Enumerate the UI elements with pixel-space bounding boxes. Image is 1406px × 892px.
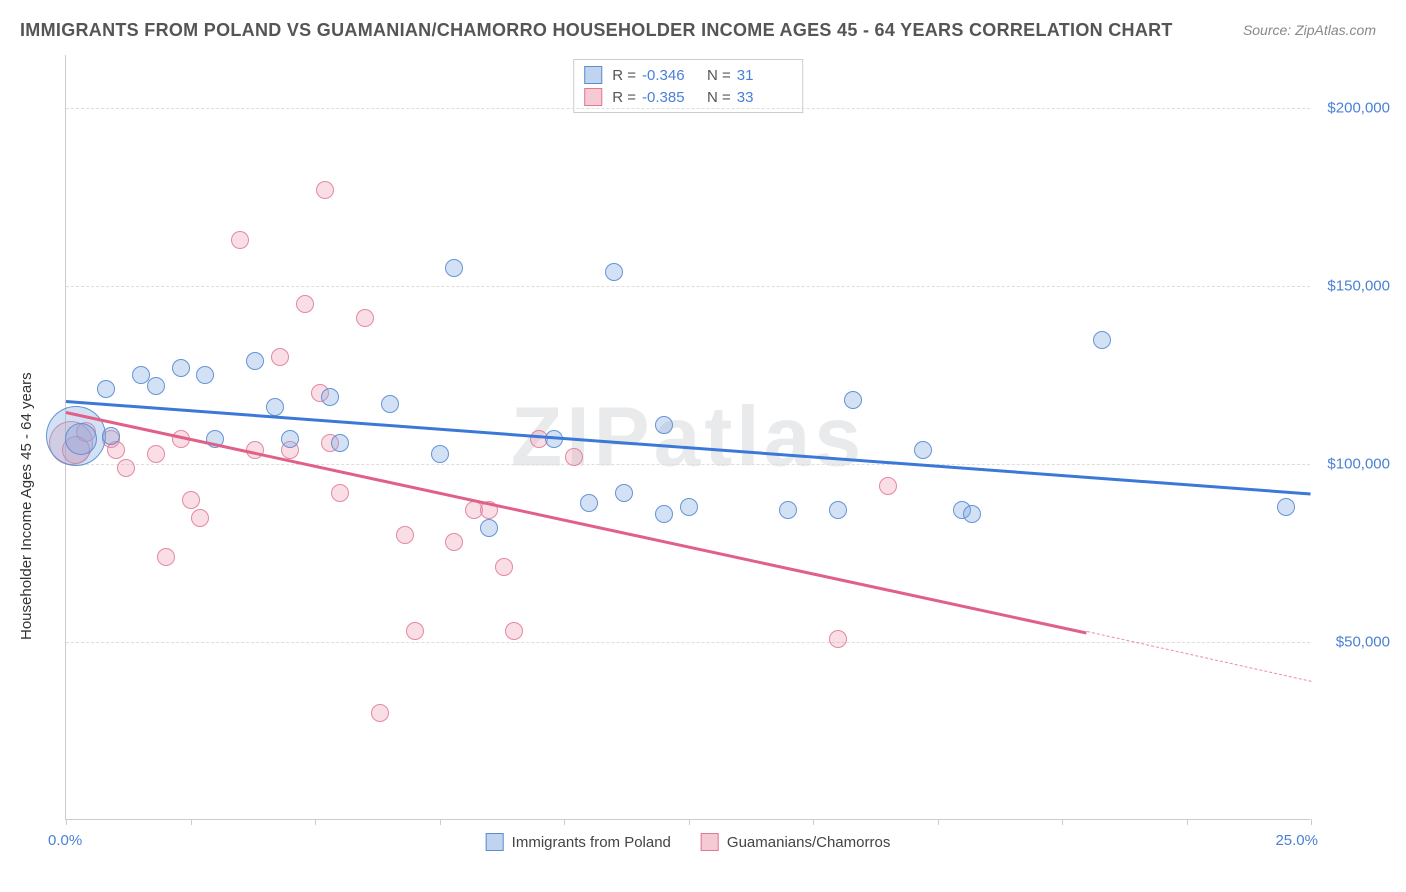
x-tick xyxy=(440,819,441,825)
data-point-pink xyxy=(296,295,314,313)
data-point-blue xyxy=(65,423,97,455)
y-axis-title: Householder Income Ages 45 - 64 years xyxy=(18,372,35,640)
data-point-blue xyxy=(655,416,673,434)
data-point-blue xyxy=(321,388,339,406)
x-tick xyxy=(1311,819,1312,825)
data-point-pink xyxy=(147,445,165,463)
r-label: R = xyxy=(612,89,636,106)
data-point-blue xyxy=(102,427,120,445)
data-point-blue xyxy=(266,398,284,416)
data-point-pink xyxy=(396,526,414,544)
y-tick-label: $200,000 xyxy=(1315,100,1390,117)
x-tick xyxy=(1187,819,1188,825)
y-tick-label: $150,000 xyxy=(1315,278,1390,295)
x-tick xyxy=(1062,819,1063,825)
data-point-pink xyxy=(271,348,289,366)
stats-legend-row: R = -0.385 N = 33 xyxy=(584,86,792,108)
data-point-blue xyxy=(844,391,862,409)
data-point-blue xyxy=(196,366,214,384)
gridline xyxy=(66,464,1310,465)
chart-title: IMMIGRANTS FROM POLAND VS GUAMANIAN/CHAM… xyxy=(20,20,1173,41)
data-point-pink xyxy=(231,231,249,249)
x-min-label: 0.0% xyxy=(48,832,82,849)
data-point-pink xyxy=(331,484,349,502)
gridline xyxy=(66,286,1310,287)
n-value: 31 xyxy=(737,67,792,84)
plot-area: ZIPatlas R =-0.346N =31R =-0.385N =33 Im… xyxy=(65,55,1310,820)
data-point-pink xyxy=(191,509,209,527)
y-tick-label: $50,000 xyxy=(1315,634,1390,651)
series-name: Immigrants from Poland xyxy=(512,834,671,851)
data-point-pink xyxy=(505,622,523,640)
data-point-pink xyxy=(565,448,583,466)
data-point-pink xyxy=(117,459,135,477)
r-value: -0.346 xyxy=(642,67,697,84)
x-tick xyxy=(315,819,316,825)
data-point-pink xyxy=(495,558,513,576)
data-point-pink xyxy=(371,704,389,722)
n-value: 33 xyxy=(737,89,792,106)
data-point-blue xyxy=(580,494,598,512)
trendline-pink xyxy=(66,411,1087,634)
n-label: N = xyxy=(707,89,731,106)
gridline xyxy=(66,108,1310,109)
series-legend-item: Immigrants from Poland xyxy=(486,833,671,851)
data-point-blue xyxy=(431,445,449,463)
data-point-blue xyxy=(615,484,633,502)
series-name: Guamanians/Chamorros xyxy=(727,834,890,851)
stats-legend-row: R = -0.346 N = 31 xyxy=(584,64,792,86)
data-point-pink xyxy=(406,622,424,640)
data-point-blue xyxy=(480,519,498,537)
data-point-blue xyxy=(445,259,463,277)
x-tick xyxy=(938,819,939,825)
legend-swatch xyxy=(486,833,504,851)
data-point-pink xyxy=(879,477,897,495)
data-point-blue xyxy=(147,377,165,395)
legend-swatch xyxy=(584,66,602,84)
n-label: N = xyxy=(707,67,731,84)
y-tick-label: $100,000 xyxy=(1315,456,1390,473)
data-point-pink xyxy=(356,309,374,327)
data-point-blue xyxy=(381,395,399,413)
r-label: R = xyxy=(612,67,636,84)
data-point-pink xyxy=(445,533,463,551)
data-point-blue xyxy=(281,430,299,448)
data-point-blue xyxy=(914,441,932,459)
data-point-pink xyxy=(316,181,334,199)
x-tick xyxy=(813,819,814,825)
source-attribution: Source: ZipAtlas.com xyxy=(1243,22,1376,38)
trendline-pink-extrapolated xyxy=(1087,631,1311,682)
x-tick xyxy=(689,819,690,825)
data-point-pink xyxy=(182,491,200,509)
data-point-blue xyxy=(331,434,349,452)
x-tick xyxy=(564,819,565,825)
data-point-blue xyxy=(680,498,698,516)
legend-swatch xyxy=(701,833,719,851)
gridline xyxy=(66,642,1310,643)
series-legend-item: Guamanians/Chamorros xyxy=(701,833,890,851)
data-point-blue xyxy=(1093,331,1111,349)
data-point-blue xyxy=(655,505,673,523)
data-point-pink xyxy=(157,548,175,566)
x-tick xyxy=(191,819,192,825)
data-point-blue xyxy=(246,352,264,370)
x-max-label: 25.0% xyxy=(1275,832,1318,849)
stats-legend: R = -0.346 N = 31 R = -0.385 N = 33 xyxy=(573,59,803,113)
data-point-blue xyxy=(605,263,623,281)
series-legend: Immigrants from Poland Guamanians/Chamorr… xyxy=(486,833,891,851)
data-point-pink xyxy=(829,630,847,648)
data-point-blue xyxy=(97,380,115,398)
x-tick xyxy=(66,819,67,825)
data-point-blue xyxy=(829,501,847,519)
data-point-blue xyxy=(172,359,190,377)
data-point-blue xyxy=(779,501,797,519)
data-point-blue xyxy=(963,505,981,523)
legend-swatch xyxy=(584,88,602,106)
data-point-blue xyxy=(1277,498,1295,516)
r-value: -0.385 xyxy=(642,89,697,106)
